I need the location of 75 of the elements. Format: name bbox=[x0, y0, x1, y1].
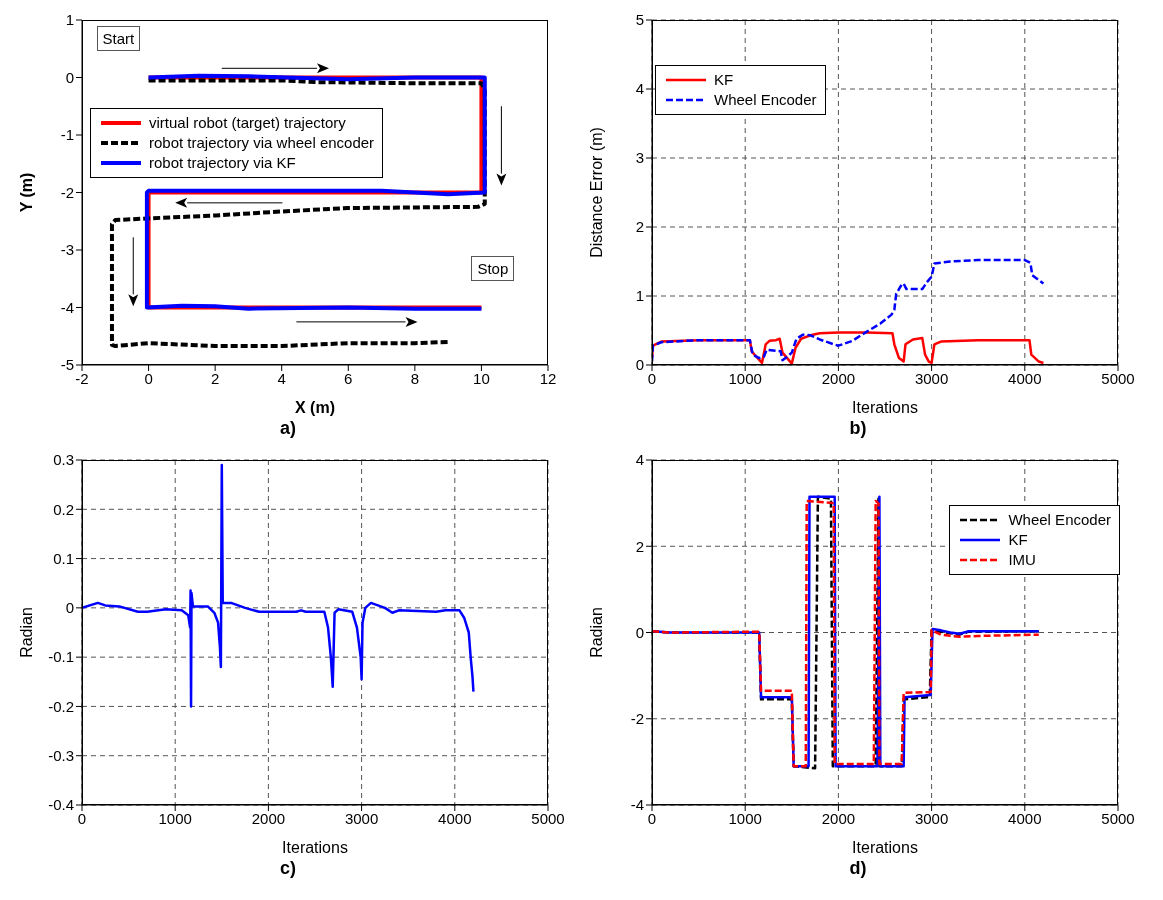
legend-label: IMU bbox=[1008, 550, 1036, 570]
legend-label: KF bbox=[1008, 530, 1028, 550]
y-tick-label: 0.1 bbox=[53, 549, 74, 567]
y-axis-title: Radian bbox=[17, 607, 35, 658]
y-tick-label: 0.3 bbox=[53, 451, 74, 469]
text: b) bbox=[848, 418, 868, 439]
y-tick-label: -2 bbox=[630, 710, 644, 728]
y-tick-label: -2 bbox=[60, 183, 74, 201]
x-tick-label: 3000 bbox=[344, 809, 379, 827]
x-tick-label: 5000 bbox=[531, 809, 565, 827]
y-tick-label: -4 bbox=[630, 796, 644, 814]
legend-label: Wheel Encoder bbox=[1008, 510, 1111, 530]
y-tick-label: 0.2 bbox=[53, 500, 74, 518]
x-tick-label: 5000 bbox=[1101, 369, 1135, 387]
x-tick-label: 6 bbox=[344, 369, 353, 387]
line-series bbox=[82, 463, 475, 708]
x-tick-label: 1000 bbox=[728, 369, 762, 387]
y-tick-label: 2 bbox=[635, 537, 644, 555]
x-tick-label: 4 bbox=[277, 369, 286, 387]
x-tick-label: 4000 bbox=[1008, 809, 1042, 827]
x-tick-label: 2000 bbox=[821, 369, 856, 387]
y-tick-label: 4 bbox=[635, 80, 644, 98]
y-tick-label: -0.4 bbox=[48, 796, 74, 814]
x-tick-label: 0 bbox=[647, 809, 657, 827]
y-tick-label: 2 bbox=[635, 218, 644, 236]
y-tick-label: -1 bbox=[60, 126, 74, 144]
x-tick-label: 0 bbox=[647, 369, 657, 387]
x-axis-title: Iterations bbox=[852, 399, 918, 416]
x-tick-label: 4000 bbox=[1008, 369, 1042, 387]
legend-label: virtual robot (target) trajectory bbox=[149, 113, 346, 133]
y-tick-label: -4 bbox=[60, 298, 74, 316]
legend-label: KF bbox=[714, 70, 734, 90]
x-tick-label: 2000 bbox=[251, 809, 286, 827]
text: a) bbox=[279, 418, 297, 439]
line-series bbox=[652, 258, 1045, 363]
y-axis-title: Distance Error (m) bbox=[587, 127, 605, 258]
x-tick-label: 12 bbox=[539, 369, 557, 387]
y-tick-label: 5 bbox=[635, 11, 644, 29]
y-tick-label: 1 bbox=[65, 11, 74, 29]
y-tick-label: 3 bbox=[635, 149, 644, 167]
annotation: Start bbox=[96, 25, 141, 51]
y-axis-title: Y (m) bbox=[17, 172, 35, 213]
legend-label: Wheel Encoder bbox=[714, 90, 817, 110]
y-tick-label: 0 bbox=[635, 356, 644, 374]
y-tick-label: -5 bbox=[60, 356, 74, 374]
y-axis-title: Radian bbox=[587, 607, 605, 658]
x-tick-label: 8 bbox=[410, 369, 420, 387]
y-tick-label: 1 bbox=[635, 287, 644, 305]
x-tick-label: 1000 bbox=[158, 809, 192, 827]
x-tick-label: 10 bbox=[473, 369, 490, 387]
text: d) bbox=[848, 858, 868, 879]
x-tick-label: 3000 bbox=[914, 809, 949, 827]
legend-label: robot trajectory via KF bbox=[149, 153, 296, 173]
x-axis-title: Iterations bbox=[282, 839, 348, 856]
y-tick-label: -0.2 bbox=[48, 697, 74, 715]
y-tick-label: -3 bbox=[60, 241, 74, 259]
x-tick-label: 5000 bbox=[1101, 809, 1135, 827]
x-tick-label: 2 bbox=[210, 369, 220, 387]
x-tick-label: 1000 bbox=[728, 809, 762, 827]
annotation: Stop bbox=[471, 255, 515, 281]
x-tick-label: 3000 bbox=[914, 369, 949, 387]
y-tick-label: 0 bbox=[635, 623, 644, 641]
text: c) bbox=[279, 858, 297, 879]
legend-label: robot trajectory via wheel encoder bbox=[149, 133, 375, 153]
y-tick-label: 0 bbox=[65, 68, 74, 86]
x-tick-label: 2000 bbox=[821, 809, 856, 827]
x-tick-label: 4000 bbox=[438, 809, 472, 827]
y-tick-label: -0.3 bbox=[48, 747, 74, 765]
x-tick-label: 0 bbox=[77, 809, 87, 827]
x-axis-title: Iterations bbox=[852, 839, 918, 856]
x-tick-label: 0 bbox=[144, 369, 153, 387]
y-tick-label: 0 bbox=[65, 599, 74, 617]
y-tick-label: 4 bbox=[635, 451, 644, 469]
x-axis-title: X (m) bbox=[295, 399, 335, 416]
y-tick-label: -0.1 bbox=[48, 648, 74, 666]
